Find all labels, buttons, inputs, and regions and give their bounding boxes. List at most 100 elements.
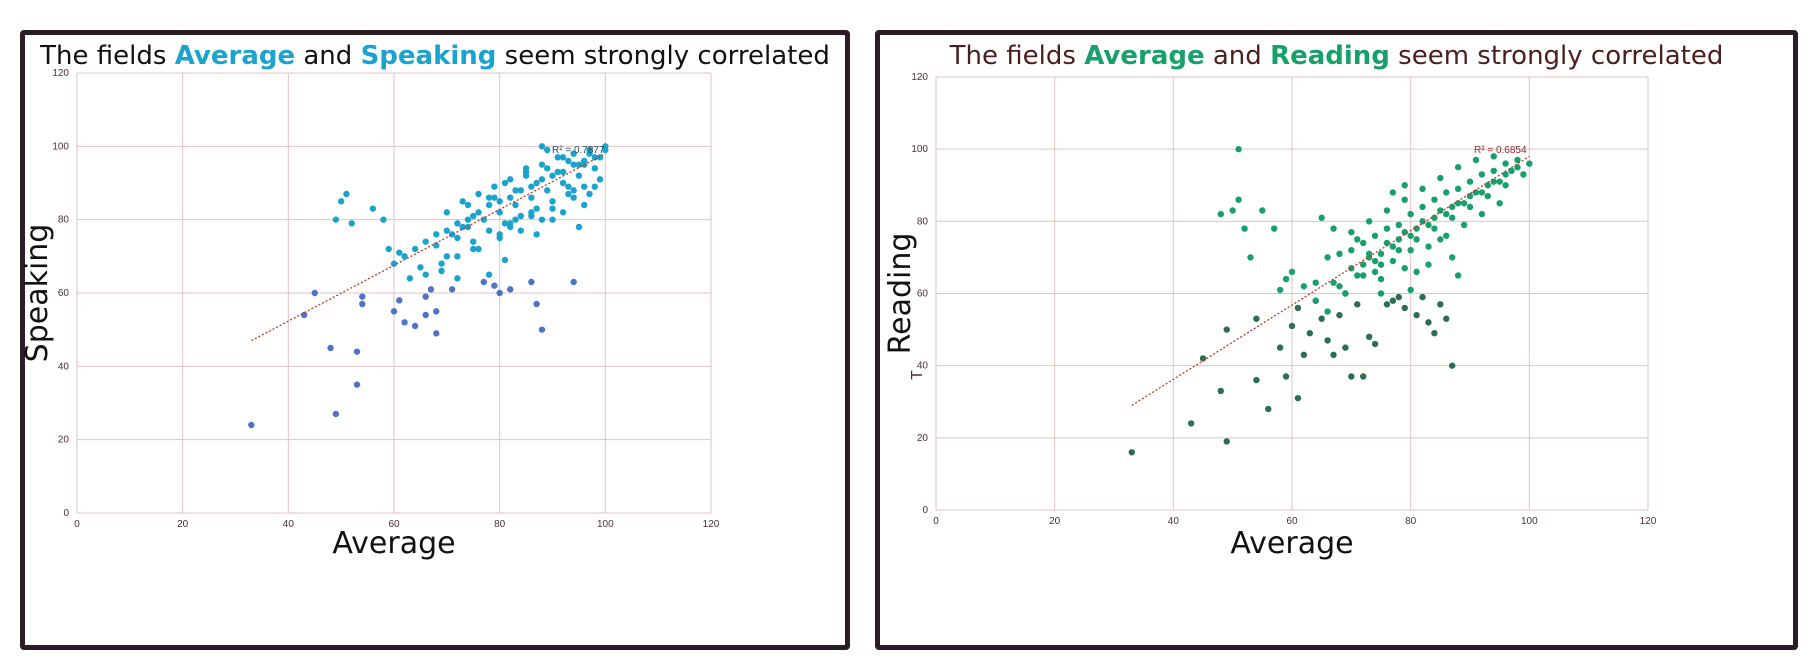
data-point [1443,315,1450,322]
title-highlight: Average [174,41,296,71]
data-point [454,234,461,242]
data-point [533,205,540,212]
data-point [1449,203,1456,211]
data-point [1431,214,1438,221]
data-point [1360,272,1367,279]
data-point [501,179,509,187]
data-point [359,300,366,308]
data-point [1490,167,1497,175]
data-point [1377,290,1385,297]
data-point [353,381,361,388]
data-point [501,256,509,264]
data-point [448,286,456,293]
data-point [559,168,567,176]
data-point [1514,164,1521,171]
title-text: seem strongly correlated [496,41,830,71]
title-highlight: Reading [1270,41,1390,71]
data-point [554,168,561,176]
data-point [1496,178,1503,185]
data-point [1496,200,1503,207]
data-point [359,293,366,300]
data-point [512,216,519,223]
data-point [1336,283,1343,290]
data-point [1276,286,1284,294]
data-point [396,297,403,304]
data-point [507,176,514,183]
data-point [1454,200,1462,207]
data-point [1354,236,1361,243]
y-tick-label: 40 [58,361,70,372]
data-point [1330,225,1337,232]
data-point [565,190,572,198]
data-point [1336,311,1343,319]
title-highlight: Speaking [360,41,497,71]
data-point [570,161,577,168]
data-point [385,245,392,253]
chart-panel-speaking: The fields Average and Speaking seem str… [20,30,850,650]
data-point [454,275,461,282]
data-point [1443,189,1450,196]
y-axis-label: Speaking [20,224,55,363]
data-point [496,198,503,205]
data-point [544,187,551,194]
data-point [1389,297,1397,304]
data-point [1365,333,1373,340]
y-tick-label: 20 [917,433,929,444]
data-point [491,282,498,289]
data-point [596,176,604,183]
data-point [1454,185,1462,193]
data-point [1413,236,1420,243]
x-tick-label: 80 [494,519,506,530]
data-point [1300,351,1308,359]
data-point [1514,156,1521,164]
data-point [475,245,482,253]
data-point [1365,218,1373,225]
data-point [1389,189,1397,196]
data-point [512,187,519,194]
data-point [1466,203,1474,211]
data-point [575,223,583,231]
data-point [1413,225,1420,232]
data-point [1425,319,1432,326]
data-point [401,253,408,260]
data-point [1271,225,1278,232]
data-point [549,216,556,223]
data-point [591,183,598,190]
y-tick-label: 0 [922,505,928,516]
data-point [433,231,440,238]
data-point [1348,373,1355,380]
data-point [1437,236,1444,243]
data-point [1478,210,1486,218]
data-point [538,176,546,183]
data-point [1490,153,1497,160]
x-tick-label: 100 [1521,516,1538,527]
data-point [528,194,535,201]
data-point [422,271,429,278]
data-point [1365,250,1373,258]
data-point [538,161,546,168]
data-point [1449,362,1456,369]
data-point [538,143,546,150]
data-point [559,209,567,216]
data-point [1330,279,1337,286]
data-point [480,278,488,286]
data-point [1294,304,1302,312]
data-point [433,242,440,249]
data-point [1526,160,1533,167]
data-point [1217,387,1224,395]
data-point [1371,257,1379,265]
data-point [528,278,535,286]
data-point [475,209,482,216]
data-point [1443,210,1450,218]
data-point [1407,286,1414,294]
x-tick-label: 60 [1286,516,1298,527]
y-tick-label: 60 [917,289,929,300]
data-point [390,308,398,315]
title-text: seem strongly correlated [1389,41,1724,71]
title-text: The fields [949,41,1085,71]
data-point [1401,196,1408,203]
data-point [1431,196,1438,203]
x-tick-label: 0 [933,516,939,527]
data-point [559,179,567,187]
data-point [1300,283,1308,290]
